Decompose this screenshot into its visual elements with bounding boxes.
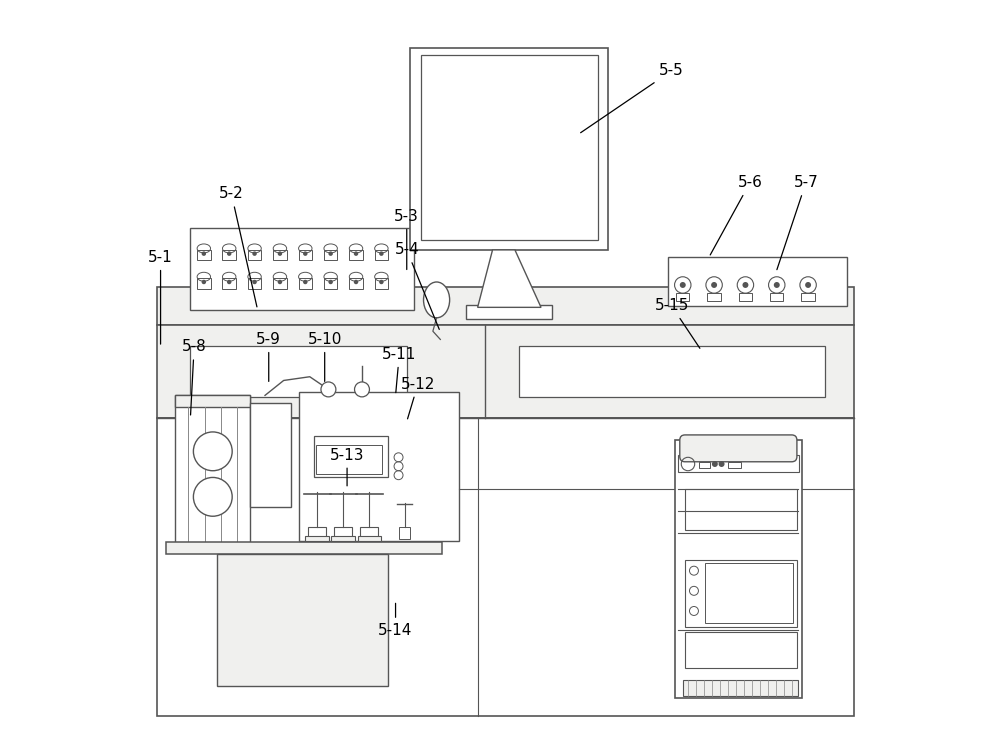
Polygon shape — [175, 395, 250, 545]
Text: 5-7: 5-7 — [777, 175, 818, 269]
Text: 5-8: 5-8 — [182, 339, 207, 415]
Circle shape — [328, 280, 333, 284]
Polygon shape — [166, 542, 442, 554]
Circle shape — [252, 280, 257, 284]
Polygon shape — [250, 403, 291, 507]
Text: 5-3: 5-3 — [394, 209, 419, 269]
Polygon shape — [157, 287, 854, 325]
Ellipse shape — [424, 282, 450, 318]
Circle shape — [800, 277, 816, 293]
Circle shape — [328, 251, 333, 256]
Circle shape — [379, 251, 384, 256]
Polygon shape — [217, 554, 388, 686]
Circle shape — [680, 282, 686, 288]
Circle shape — [712, 461, 718, 467]
Text: 5-6: 5-6 — [710, 175, 762, 255]
Circle shape — [227, 251, 231, 256]
Text: 5-1: 5-1 — [148, 250, 173, 344]
Polygon shape — [305, 536, 329, 541]
Circle shape — [675, 277, 691, 293]
Polygon shape — [175, 395, 250, 407]
Circle shape — [227, 280, 231, 284]
Circle shape — [202, 251, 206, 256]
Circle shape — [354, 280, 358, 284]
Circle shape — [774, 282, 780, 288]
Circle shape — [303, 251, 308, 256]
Polygon shape — [466, 305, 552, 319]
Circle shape — [805, 282, 811, 288]
Circle shape — [321, 382, 336, 397]
Circle shape — [252, 251, 257, 256]
Circle shape — [278, 251, 282, 256]
Polygon shape — [478, 250, 541, 307]
Circle shape — [202, 280, 206, 284]
Text: 5-9: 5-9 — [256, 332, 281, 381]
Polygon shape — [331, 536, 355, 541]
Circle shape — [769, 277, 785, 293]
Text: 5-4: 5-4 — [394, 242, 439, 330]
Polygon shape — [190, 346, 407, 397]
Text: 5-11: 5-11 — [382, 347, 416, 392]
Polygon shape — [519, 346, 825, 397]
Polygon shape — [675, 440, 802, 698]
Polygon shape — [314, 436, 388, 477]
Circle shape — [278, 280, 282, 284]
Text: 5-2: 5-2 — [219, 186, 257, 307]
Polygon shape — [421, 55, 598, 240]
Text: 5-5: 5-5 — [581, 63, 684, 133]
Polygon shape — [683, 680, 798, 696]
Text: 5-13: 5-13 — [330, 448, 364, 486]
Polygon shape — [157, 325, 854, 418]
Text: 5-15: 5-15 — [654, 298, 700, 348]
Polygon shape — [668, 257, 847, 306]
Circle shape — [355, 382, 369, 397]
Circle shape — [379, 280, 384, 284]
Circle shape — [706, 277, 722, 293]
Polygon shape — [410, 48, 608, 250]
Polygon shape — [190, 228, 414, 310]
Polygon shape — [358, 536, 381, 541]
Circle shape — [737, 277, 754, 293]
Circle shape — [193, 477, 232, 516]
FancyBboxPatch shape — [680, 435, 797, 462]
Circle shape — [719, 461, 725, 467]
Text: 5-10: 5-10 — [308, 332, 342, 381]
Circle shape — [711, 282, 717, 288]
Text: 5-14: 5-14 — [378, 604, 413, 638]
Circle shape — [303, 280, 308, 284]
Polygon shape — [299, 392, 459, 541]
Circle shape — [354, 251, 358, 256]
Text: 5-12: 5-12 — [401, 377, 435, 419]
Circle shape — [742, 282, 748, 288]
Circle shape — [193, 432, 232, 471]
